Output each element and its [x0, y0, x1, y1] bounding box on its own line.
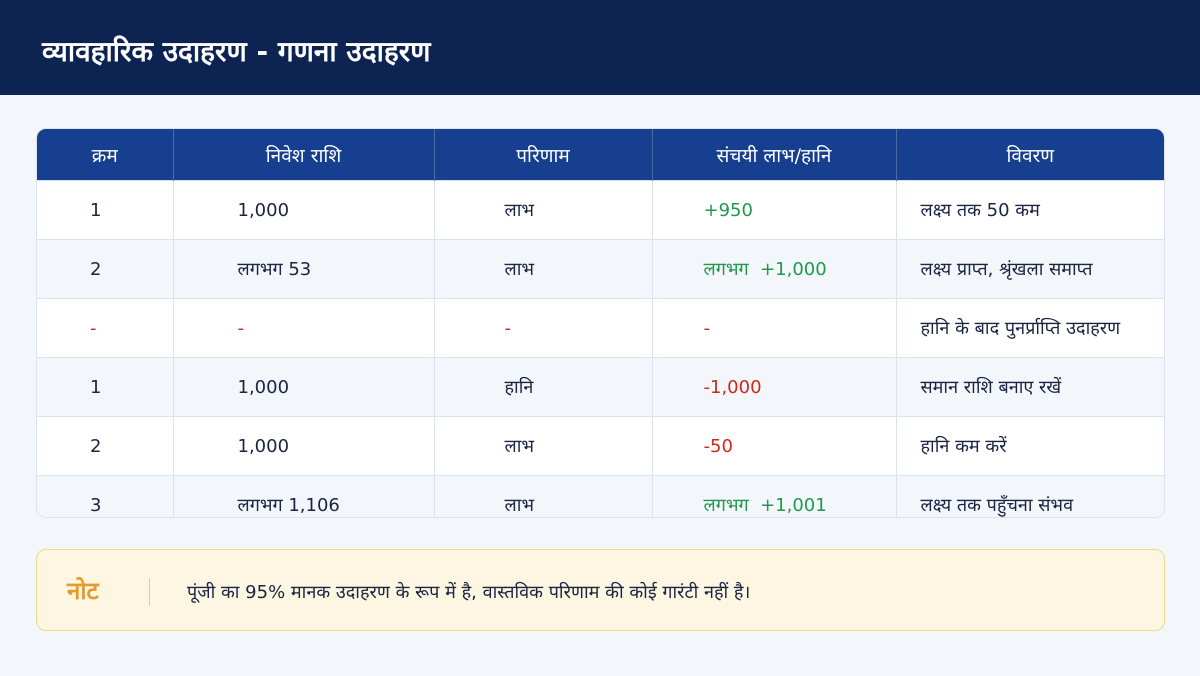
table-cell: 1 — [37, 180, 174, 240]
column-header: विवरण — [896, 129, 1164, 181]
column-header: परिणाम — [434, 129, 653, 181]
table-cell: -50 — [652, 416, 897, 476]
table-container: क्रम निवेश राशि परिणाम संचयी लाभ/हानि विवरण … — [36, 128, 1165, 518]
table-cell: लाभ — [434, 180, 653, 240]
table-cell: 1,000 — [173, 180, 435, 240]
table-cell: लगभग +1,001 — [652, 475, 897, 517]
separator — [149, 578, 150, 606]
table-cell: लक्ष्य तक पहुँचना संभव — [896, 475, 1164, 517]
column-header: क्रम — [37, 129, 174, 181]
table-cell: लाभ — [434, 475, 653, 517]
table-cell: 1 — [37, 357, 174, 417]
table-cell: 1,000 — [173, 357, 435, 417]
table-cell: लक्ष्य प्राप्त, श्रृंखला समाप्त — [896, 239, 1164, 299]
table-row: 3 लगभग 1,106 लाभ लगभग +1,001 लक्ष्य तक पहुँच… — [37, 475, 1164, 517]
table-row: - - - - हानि के बाद पुनर्प्राप्ति उदाहरण — [37, 298, 1164, 358]
table-cell: - — [434, 298, 653, 358]
note-text: पूंजी का 95% मानक उदाहरण के रूप में है, … — [187, 582, 751, 603]
table-cell: लाभ — [434, 239, 653, 299]
note-label: नोट — [67, 577, 99, 605]
table-row: 2 1,000 लाभ -50 हानि कम करें — [37, 416, 1164, 476]
table-cell: हानि के बाद पुनर्प्राप्ति उदाहरण — [896, 298, 1164, 358]
table-cell: - — [37, 298, 174, 358]
table-row: 1 1,000 हानि -1,000 समान राशि बनाए रखें — [37, 357, 1164, 417]
table-cell: लगभग 53 — [173, 239, 435, 299]
table-row: 1 1,000 लाभ +950 लक्ष्य तक 50 कम — [37, 180, 1164, 240]
table-cell: हानि — [434, 357, 653, 417]
note-box: नोट पूंजी का 95% मानक उदाहरण के रूप में … — [36, 549, 1165, 631]
table-cell: 3 — [37, 475, 174, 517]
table-cell: लगभग 1,106 — [173, 475, 435, 517]
table-cell: 1,000 — [173, 416, 435, 476]
table-row: 2 लगभग 53 लाभ लगभग +1,000 लक्ष्य प्राप्त, श्… — [37, 239, 1164, 299]
column-header: निवेश राशि — [173, 129, 435, 181]
table-cell: - — [173, 298, 435, 358]
table-cell: 2 — [37, 416, 174, 476]
table-body: 1 1,000 लाभ +950 लक्ष्य तक 50 कम 2 लगभग 53 लाभ ल… — [37, 180, 1164, 517]
table-cell: 2 — [37, 239, 174, 299]
table-cell: लक्ष्य तक 50 कम — [896, 180, 1164, 240]
table-cell: हानि कम करें — [896, 416, 1164, 476]
header-bar: व्यावहारिक उदाहरण - गणना उदाहरण — [0, 0, 1200, 95]
table-cell: -1,000 — [652, 357, 897, 417]
table-cell: - — [652, 298, 897, 358]
table-cell: लाभ — [434, 416, 653, 476]
column-header: संचयी लाभ/हानि — [652, 129, 897, 181]
data-table: क्रम निवेश राशि परिणाम संचयी लाभ/हानि विवरण … — [37, 129, 1164, 517]
table-cell: +950 — [652, 180, 897, 240]
header-row: क्रम निवेश राशि परिणाम संचयी लाभ/हानि विवरण — [37, 129, 1164, 181]
table-cell: लगभग +1,000 — [652, 239, 897, 299]
page-title: व्यावहारिक उदाहरण - गणना उदाहरण — [42, 35, 431, 68]
table-cell: समान राशि बनाए रखें — [896, 357, 1164, 417]
